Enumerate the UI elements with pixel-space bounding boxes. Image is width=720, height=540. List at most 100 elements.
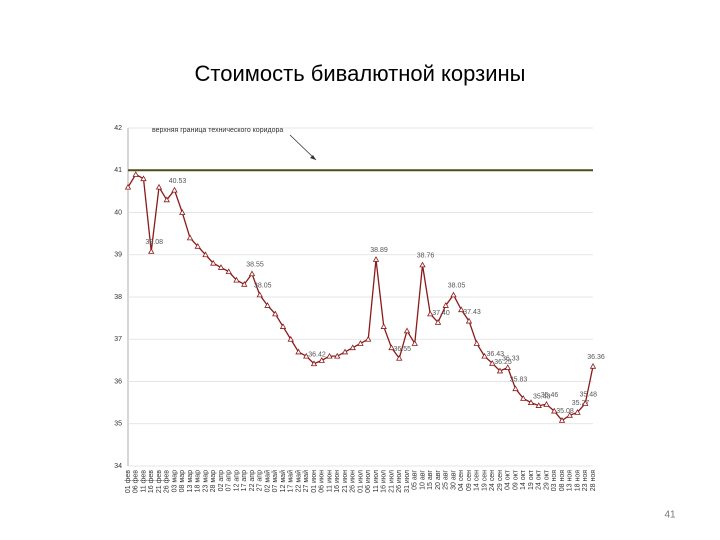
data-label: 37.43: [463, 309, 481, 316]
data-label: 35.08: [556, 408, 574, 415]
point-marker: [241, 281, 248, 287]
x-tick-label: 11 июн: [326, 470, 333, 492]
point-marker: [179, 209, 186, 215]
x-tick-label: 15 авг: [427, 470, 434, 490]
x-tick-label: 13 ноя: [567, 470, 574, 491]
x-tick-label: 16 июл: [381, 470, 388, 493]
x-tick-label: 18 мар: [195, 470, 202, 492]
x-tick-label: 07 май: [271, 470, 279, 492]
point-marker: [225, 268, 232, 275]
data-label: 36.43: [486, 351, 504, 358]
y-tick-label: 38: [114, 294, 122, 301]
point-marker: [210, 259, 217, 266]
data-label: 38.05: [254, 283, 272, 290]
x-tick-label: 04 окт: [505, 469, 512, 490]
y-tick-label: 37: [114, 336, 122, 343]
point-marker: [419, 261, 426, 268]
x-tick-label: 02 май: [263, 470, 271, 492]
x-tick-label: 22 апр: [249, 470, 256, 491]
x-tick-label: 24 окт: [536, 469, 543, 490]
point-marker: [140, 175, 147, 182]
point-marker: [589, 362, 597, 369]
y-tick-label: 39: [114, 252, 122, 259]
data-label: 35.83: [510, 377, 528, 384]
x-tick-label: 25 авг: [443, 470, 450, 490]
x-tick-label: 06 июл: [365, 470, 372, 493]
y-tick-label: 40: [114, 209, 122, 216]
point-marker: [186, 234, 194, 241]
data-label: 37.40: [432, 310, 450, 317]
point-marker: [248, 270, 256, 277]
point-marker: [132, 171, 139, 177]
x-tick-label: 01 фев: [125, 470, 132, 493]
point-marker: [272, 310, 279, 317]
point-marker: [349, 344, 356, 351]
point-marker: [217, 264, 225, 270]
point-marker: [396, 354, 403, 361]
point-marker: [427, 310, 434, 317]
point-marker: [403, 327, 411, 334]
x-tick-label: 12 апр: [233, 470, 240, 491]
x-tick-label: 17 апр: [241, 470, 248, 491]
x-tick-label: 09 окт: [512, 469, 519, 490]
x-tick-label: 26 июл: [396, 470, 403, 493]
x-tick-label: 16 июн: [334, 470, 341, 493]
point-marker: [535, 402, 542, 408]
y-tick-label: 41: [114, 167, 122, 174]
point-marker: [489, 360, 496, 366]
data-label: 36.25: [494, 359, 512, 366]
point-marker: [256, 291, 263, 298]
data-label: 35.48: [579, 391, 597, 398]
point-marker: [163, 196, 170, 203]
point-marker: [233, 276, 240, 283]
x-tick-label: 01 июл: [357, 470, 364, 493]
point-marker: [481, 352, 488, 359]
point-marker: [264, 302, 271, 308]
point-marker: [279, 323, 287, 329]
point-marker: [357, 340, 364, 346]
point-marker: [326, 352, 333, 359]
x-tick-label: 06 фев: [133, 470, 140, 493]
data-label: 35.27: [572, 400, 590, 407]
y-tick-label: 34: [114, 463, 122, 470]
point-marker: [372, 256, 380, 262]
x-tick-label: 18 ноя: [574, 470, 581, 491]
x-tick-label: 04 сен: [458, 470, 465, 491]
point-marker: [295, 348, 302, 355]
x-tick-label: 29 окт: [543, 469, 550, 490]
x-tick-label: 12 май: [279, 470, 287, 492]
x-tick-label: 19 окт: [528, 469, 535, 490]
x-tick-label: 21 фев: [156, 470, 163, 493]
x-tick-label: 10 авг: [419, 470, 426, 490]
x-tick-label: 08 мар: [179, 470, 186, 492]
data-label: 39.08: [145, 239, 163, 246]
data-label: 38.89: [370, 247, 388, 254]
x-tick-label: 23 ноя: [582, 470, 589, 491]
data-label: 36.33: [502, 355, 520, 362]
x-tick-label: 31 июл: [404, 470, 411, 493]
x-tick-label: 27 апр: [257, 470, 264, 491]
point-marker: [543, 400, 550, 407]
point-marker: [512, 385, 519, 392]
point-marker: [318, 357, 325, 363]
x-tick-label: 11 июл: [373, 470, 380, 492]
point-marker: [388, 344, 395, 351]
x-tick-label: 08 ноя: [559, 470, 566, 491]
point-marker: [365, 335, 372, 342]
point-marker: [124, 183, 132, 190]
point-marker: [334, 352, 341, 359]
point-marker: [310, 360, 318, 367]
point-marker: [202, 251, 209, 258]
x-tick-label: 06 июн: [319, 470, 326, 493]
x-tick-label: 05 авг: [412, 470, 419, 490]
x-tick-label: 26 июн: [350, 470, 357, 493]
arrow-head: [310, 155, 316, 160]
x-tick-label: 02 апр: [218, 470, 225, 491]
data-label: 38.76: [417, 253, 435, 260]
data-label: 36.42: [308, 352, 326, 359]
x-tick-label: 22 май: [294, 470, 302, 492]
data-label: 36.36: [587, 354, 605, 361]
point-marker: [473, 340, 480, 346]
y-tick-label: 36: [114, 378, 122, 385]
